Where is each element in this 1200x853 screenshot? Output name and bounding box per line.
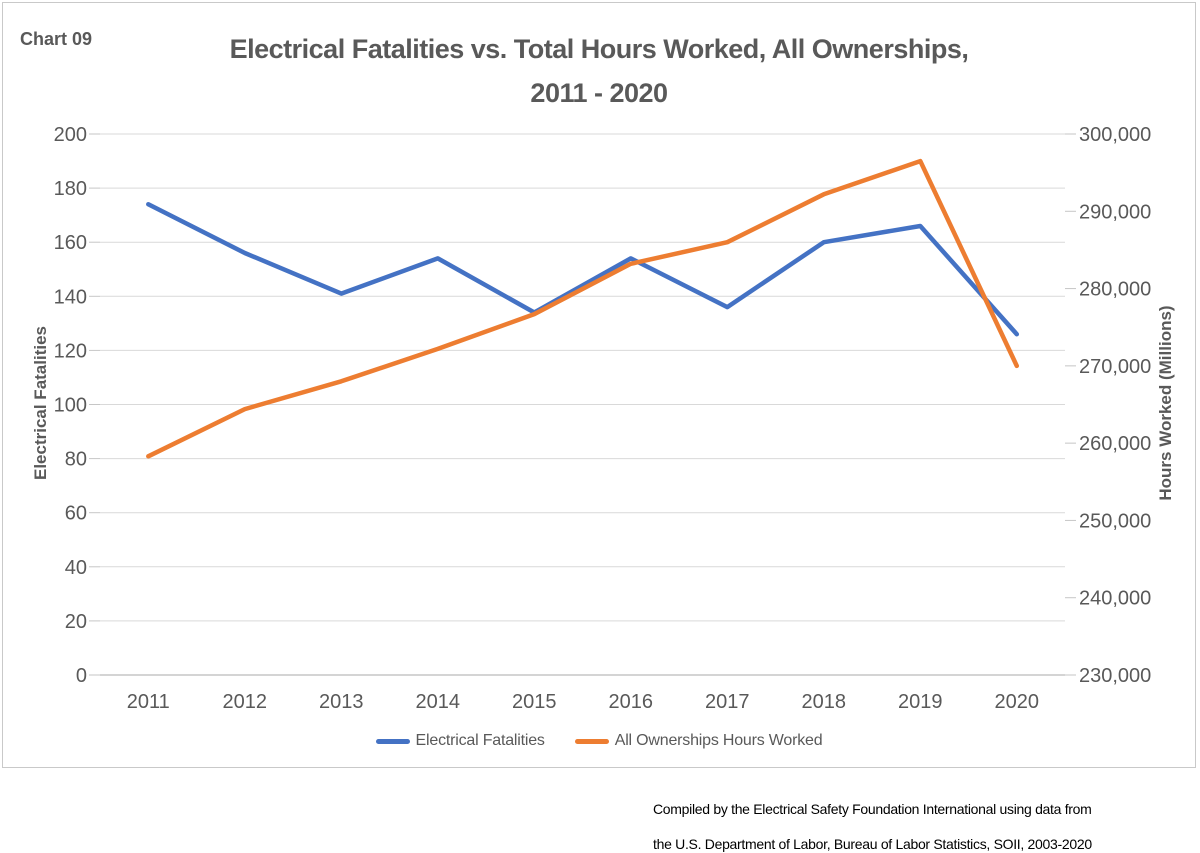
y-axis-tick-label-left: 200 [54, 124, 87, 146]
y-axis-tick-label-left: 100 [54, 395, 87, 417]
legend: Electrical Fatalities All Ownerships Hou… [3, 732, 1195, 750]
x-axis-tick-label: 2020 [995, 691, 1040, 713]
y-axis-tick-label-left: 180 [54, 178, 87, 200]
chart-number-label: Chart 09 [20, 29, 93, 49]
y-axis-tick-label-right: 280,000 [1079, 279, 1151, 301]
y-axis-title-left: Electrical Fatalities [31, 325, 50, 481]
footnote: Compiled by the Electrical Safety Founda… [653, 792, 1092, 853]
footnote-line-2: the U.S. Department of Labor, Bureau of … [653, 836, 1092, 852]
y-axis-tick-label-left: 160 [54, 232, 87, 254]
y-axis-title-right: Hours Worked (Millions) [1156, 305, 1175, 501]
chart-title-line-1: Electrical Fatalities vs. Total Hours Wo… [229, 34, 969, 64]
x-axis-tick-label: 2018 [802, 691, 847, 713]
legend-label-electrical-fatalities: Electrical Fatalities [415, 732, 545, 749]
x-axis-tick-label: 2011 [127, 691, 170, 713]
y-axis-tick-label-left: 40 [65, 557, 87, 579]
legend-item-hours-worked: All Ownerships Hours Worked [574, 732, 823, 750]
legend-swatch-hours-worked [574, 738, 609, 744]
x-axis-tick-label: 2015 [512, 691, 557, 713]
x-axis-tick-label: 2017 [705, 691, 750, 713]
y-axis-tick-label-right: 260,000 [1079, 433, 1151, 455]
x-axis-tick-label: 2019 [898, 691, 943, 713]
y-axis-tick-label-left: 120 [54, 340, 87, 362]
y-axis-tick-label-left: 60 [65, 503, 87, 525]
y-axis-tick-label-right: 270,000 [1079, 356, 1151, 378]
y-axis-tick-label-left: 140 [54, 286, 87, 308]
legend-item-electrical-fatalities: Electrical Fatalities [375, 732, 545, 750]
plot-area: 0 20 40 60 80 100 120 140 160 180 200 230,000 240,00… [54, 124, 1152, 713]
y-axis-tick-label-right: 300,000 [1079, 124, 1151, 146]
chart-title: Electrical Fatalities vs. Total Hours Wo… [3, 27, 1195, 115]
x-axis-tick-label: 2014 [416, 691, 461, 713]
y-axis-tick-label-left: 0 [76, 665, 87, 687]
chart-frame: Chart 09 Electrical Fatalities vs. Total… [2, 2, 1196, 768]
series-line-all-ownerships-hours-worked [146, 158, 1020, 459]
y-axis-tick-label-left: 20 [65, 611, 87, 633]
y-axis-tick-label-right: 290,000 [1079, 201, 1151, 223]
y-axis-tick-label-left: 80 [65, 449, 87, 471]
y-axis-tick-label-right: 250,000 [1079, 510, 1151, 532]
chart-title-line-2: 2011 - 2020 [530, 78, 668, 108]
x-axis-tick-label: 2016 [609, 691, 654, 713]
y-axis-tick-label-right: 240,000 [1079, 588, 1151, 610]
legend-label-hours-worked: All Ownerships Hours Worked [614, 732, 823, 749]
footnote-line-1: Compiled by the Electrical Safety Founda… [653, 801, 1092, 817]
legend-swatch-electrical-fatalities [375, 738, 410, 744]
x-axis-tick-label: 2012 [223, 691, 268, 713]
series-line-electrical-fatalities [146, 202, 1020, 337]
x-axis-tick-label: 2013 [319, 691, 364, 713]
y-axis-tick-label-right: 230,000 [1079, 665, 1151, 687]
